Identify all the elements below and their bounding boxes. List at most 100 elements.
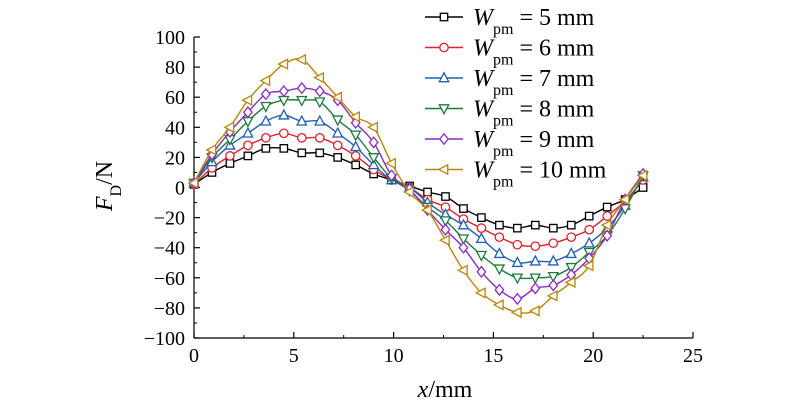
data-point: [492, 299, 504, 311]
data-point: [331, 126, 344, 138]
legend-marker: [438, 104, 450, 116]
data-point: [565, 247, 578, 259]
y-tick-label: −80: [154, 298, 185, 320]
data-point: [547, 271, 560, 283]
legend-label-main: W: [473, 5, 495, 31]
data-point: [297, 148, 307, 158]
data-point: [600, 219, 612, 231]
legend-marker: [439, 42, 449, 53]
data-point: [260, 101, 272, 113]
data-point: [367, 121, 378, 134]
data-point: [457, 234, 470, 246]
data-point: [313, 97, 326, 109]
data-point: [530, 282, 541, 295]
y-tick-label: −20: [154, 208, 185, 230]
data-point: [476, 265, 487, 279]
legend-item: Wpm = 7 mm: [425, 66, 595, 99]
data-point: [636, 169, 648, 182]
data-point: [457, 218, 470, 230]
data-point: [349, 140, 362, 152]
data-point: [420, 204, 432, 216]
data-point: [225, 151, 235, 161]
data-point: [566, 232, 577, 243]
data-point: [493, 264, 506, 276]
data-point: [477, 213, 486, 222]
data-point: [349, 130, 362, 142]
data-point: [315, 148, 325, 158]
legend-item: Wpm = 6 mm: [425, 36, 595, 68]
data-point: [441, 192, 450, 201]
data-point: [566, 220, 576, 230]
data-point: [529, 273, 542, 285]
legend-label-sub: pm: [493, 143, 514, 160]
data-point: [513, 223, 522, 233]
data-point: [510, 306, 522, 319]
y-tick-label: −100: [144, 328, 185, 350]
legend-label-rest: = 9 mm: [513, 127, 594, 153]
legend-label-main: W: [473, 36, 495, 62]
y-tick-label: 20: [165, 147, 185, 169]
data-point: [565, 262, 578, 274]
data-point: [438, 234, 450, 246]
data-point: [529, 254, 542, 266]
data-point: [547, 254, 560, 266]
data-point: [458, 241, 469, 254]
data-point: [349, 110, 361, 123]
data-point: [331, 91, 343, 103]
legend-label-rest: = 5 mm: [513, 5, 594, 31]
legend-label: Wpm = 5 mm: [473, 5, 595, 38]
legend-label: Wpm = 7 mm: [473, 66, 595, 99]
data-point: [638, 183, 648, 192]
data-point: [475, 250, 488, 262]
y-tick-label: 80: [165, 57, 185, 79]
legend-marker: [437, 163, 449, 176]
data-point: [333, 153, 343, 162]
data-point: [456, 264, 468, 277]
data-point: [296, 132, 307, 143]
data-point: [350, 151, 361, 161]
legend-item: Wpm = 5 mm: [425, 5, 595, 38]
legend-label: Wpm = 8 mm: [473, 97, 595, 130]
legend-label-rest: = 8 mm: [513, 97, 594, 123]
legend-label-main: W: [473, 158, 495, 184]
plot-series: [187, 53, 649, 319]
legend-label-sub: pm: [493, 112, 514, 129]
data-point: [241, 94, 253, 106]
data-point: [512, 292, 523, 306]
data-point: [223, 121, 235, 134]
data-point: [459, 204, 468, 213]
data-point: [205, 144, 217, 156]
data-point: [511, 256, 524, 268]
data-point: [385, 157, 396, 170]
x-tick-label: 5: [289, 345, 299, 367]
data-point: [296, 81, 307, 95]
data-point: [548, 279, 559, 292]
data-point: [475, 232, 488, 244]
data-point: [259, 74, 271, 87]
y-axis-label-sub: D: [108, 185, 125, 197]
data-point: [296, 114, 308, 126]
data-point: [260, 114, 272, 126]
data-point: [279, 144, 289, 153]
data-point: [584, 211, 594, 221]
data-point: [564, 276, 576, 289]
y-tick-label: 100: [155, 27, 185, 49]
data-point: [530, 220, 540, 230]
data-point: [548, 238, 559, 249]
data-point: [511, 273, 524, 285]
data-point: [277, 58, 289, 70]
legend-label-main: W: [473, 66, 495, 92]
data-point: [314, 132, 325, 143]
legend-label-sub: pm: [493, 21, 514, 38]
data-point: [332, 140, 343, 151]
data-point: [314, 84, 325, 98]
y-tick-label: −40: [154, 238, 185, 260]
data-point: [243, 151, 253, 161]
data-point: [313, 71, 325, 84]
x-tick-label: 10: [384, 345, 404, 367]
x-tick-label: 25: [683, 345, 703, 367]
legend-marker: [438, 132, 450, 146]
data-point: [584, 224, 595, 235]
data-point: [242, 126, 254, 138]
legend-label-sub: pm: [493, 173, 514, 190]
